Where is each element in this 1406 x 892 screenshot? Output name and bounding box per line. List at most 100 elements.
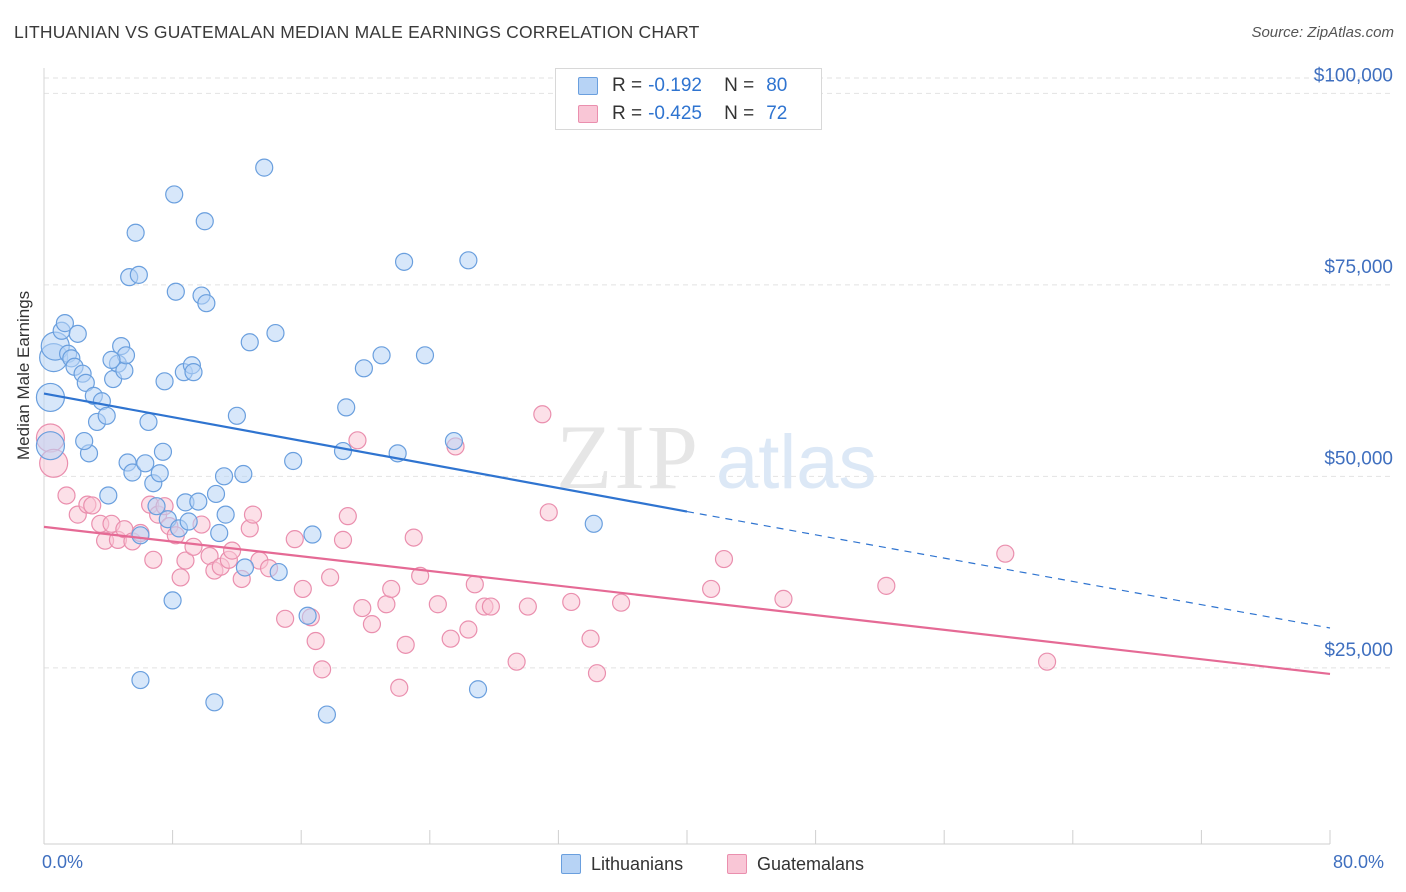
lithuanians-points	[35, 158, 603, 724]
guatemalan-point	[611, 593, 631, 612]
guatemalan-point	[533, 405, 552, 424]
lithuanian-point	[150, 464, 169, 483]
y-tick-label: $75,000	[1324, 257, 1393, 278]
guatemalan-point	[465, 575, 484, 594]
x-tick-label-max: 80.0%	[1333, 852, 1385, 872]
guatemalan-point	[507, 652, 526, 671]
guatemalan-point	[285, 530, 304, 549]
guatemalan-point	[83, 496, 102, 515]
legend-n-label: N =	[724, 103, 755, 124]
lithuanian-point	[123, 463, 142, 482]
guatemalan-point	[396, 635, 415, 654]
legend-r-value: -0.192	[648, 75, 702, 96]
legend-swatch-blue	[578, 77, 598, 95]
lithuanian-point	[415, 346, 435, 365]
bottom-legend-swatch-pink	[727, 854, 747, 874]
source-credit: Source: ZipAtlas.com	[1251, 24, 1394, 41]
lithuanian-point	[266, 323, 285, 343]
lithuanian-point	[206, 484, 226, 504]
guatemalan-point	[171, 568, 190, 587]
lithuanians-trend-extension	[686, 510, 1331, 629]
lithuanian-point	[235, 558, 255, 577]
x-tick-label-min: 0.0%	[42, 852, 84, 872]
lithuanian-point	[468, 680, 488, 699]
lithuanian-point	[216, 505, 235, 524]
lithuanian-point	[255, 158, 274, 177]
guatemalan-point	[518, 597, 537, 616]
guatemalan-point	[362, 615, 382, 634]
guatemalan-point	[441, 629, 460, 648]
lithuanian-point	[234, 464, 253, 484]
lithuanian-point	[214, 467, 234, 486]
lithuanian-point	[372, 346, 391, 365]
lithuanian-point	[197, 294, 216, 313]
guatemalan-point	[1037, 652, 1057, 671]
guatemalan-point	[57, 486, 76, 505]
guatemalan-point	[587, 664, 607, 683]
y-tick-labels: $100,000 $75,000 $50,000 $25,000	[1314, 65, 1393, 661]
guatemalan-point	[293, 579, 312, 599]
lithuanian-point	[131, 526, 150, 545]
guatemalan-point	[176, 551, 195, 570]
bottom-legend-guatemalans: Guatemalans	[727, 853, 864, 875]
lithuanian-point	[147, 497, 166, 516]
lithuanian-point	[163, 591, 182, 610]
lithuanian-point	[139, 412, 158, 432]
guatemalan-point	[404, 528, 423, 547]
correlation-legend: R = -0.192 N = 80 R = -0.425 N = 72	[555, 68, 822, 130]
lithuanian-point	[195, 212, 214, 231]
watermark: ZIP atlas	[556, 406, 877, 508]
lithuanian-point	[394, 252, 414, 271]
lithuanian-point	[129, 265, 148, 284]
guatemalan-point	[702, 579, 721, 599]
guatemalan-point	[996, 544, 1015, 563]
bottom-legend-label: Guatemalans	[757, 853, 865, 874]
lithuanian-point	[227, 406, 246, 425]
y-tick-label: $100,000	[1314, 65, 1393, 86]
lithuanian-point	[269, 562, 288, 582]
lithuanian-point	[99, 486, 118, 505]
lithuanian-point	[179, 512, 198, 531]
lithuanian-point	[240, 333, 259, 352]
guatemalan-point	[144, 550, 163, 569]
bottom-legend-label: Lithuanians	[591, 853, 684, 874]
guatemalans-points	[35, 405, 1057, 697]
lithuanian-point	[317, 705, 337, 724]
guatemalan-point	[276, 609, 295, 628]
guatemalan-point	[382, 579, 401, 599]
legend-r-label: R =	[612, 103, 643, 124]
legend-r-value: -0.425	[648, 103, 702, 124]
lithuanian-point	[153, 442, 173, 461]
guatemalan-point	[581, 629, 600, 648]
lithuanian-point	[55, 314, 74, 333]
guatemalan-point	[459, 620, 478, 639]
lithuanian-point	[68, 324, 87, 343]
legend-n-label: N =	[724, 75, 755, 96]
lithuanian-point	[75, 431, 94, 451]
guatemalan-point	[877, 576, 896, 595]
lithuanian-point	[333, 441, 353, 461]
guatemalan-point	[348, 431, 367, 450]
guatemalan-point	[184, 537, 203, 556]
lithuanian-point	[205, 693, 224, 712]
legend-row-guatemalans: R = -0.425 N = 72	[578, 103, 787, 125]
lithuanian-point	[155, 372, 174, 391]
lithuanians-trend-line	[43, 392, 688, 513]
guatemalan-point	[333, 530, 353, 549]
guatemalan-point	[562, 592, 581, 612]
lithuanian-point	[459, 251, 478, 270]
lithuanian-point	[126, 223, 145, 242]
y-tick-label: $25,000	[1324, 640, 1393, 661]
lithuanian-point	[76, 373, 95, 392]
legend-r-label: R =	[612, 75, 643, 96]
lithuanian-point	[354, 359, 373, 378]
lithuanian-point	[131, 670, 150, 690]
lithuanian-point	[184, 363, 203, 382]
lithuanian-point	[97, 406, 116, 425]
trend-lines	[43, 392, 1331, 676]
lithuanian-point	[102, 350, 121, 369]
lithuanian-point	[303, 525, 322, 544]
guatemalan-point	[353, 598, 372, 618]
guatemalan-point	[714, 549, 734, 569]
